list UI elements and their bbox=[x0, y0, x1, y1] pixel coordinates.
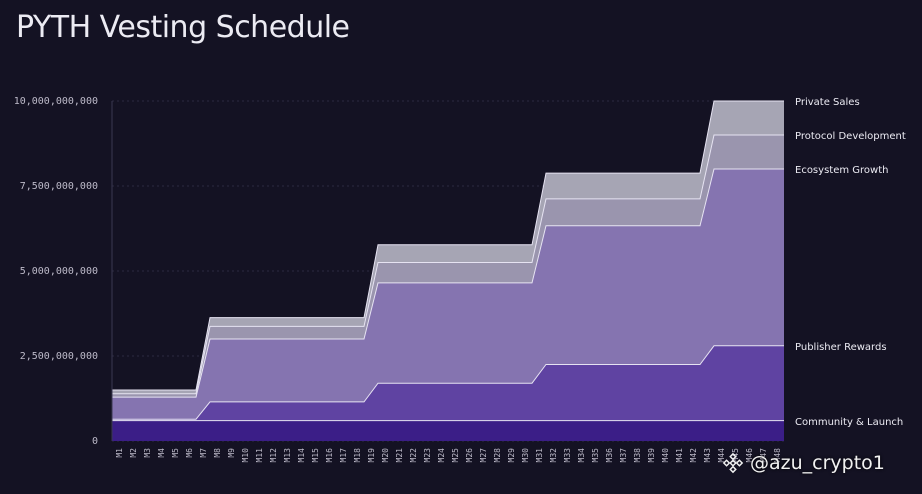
series-edge bbox=[112, 100, 784, 391]
x-tick-label: M7 bbox=[199, 448, 208, 458]
x-tick-label: M34 bbox=[577, 448, 586, 463]
y-tick-label: 7,500,000,000 bbox=[20, 181, 98, 192]
x-tick-label: M47 bbox=[759, 448, 768, 463]
x-tick-label: M17 bbox=[339, 448, 348, 463]
x-tick-label: M20 bbox=[381, 448, 390, 463]
x-tick-label: M26 bbox=[465, 448, 474, 463]
x-tick-label: M35 bbox=[591, 448, 600, 463]
x-tick-label: M24 bbox=[437, 448, 446, 463]
x-tick-label: M16 bbox=[325, 448, 334, 463]
x-tick-label: M45 bbox=[731, 448, 740, 463]
x-tick-label: M13 bbox=[283, 448, 292, 463]
y-axis: 0 2,500,000,000 5,000,000,000 7,500,000,000… bbox=[14, 96, 113, 447]
series-label: Community & Launch bbox=[795, 417, 903, 428]
x-tick-label: M48 bbox=[773, 448, 782, 463]
y-tick-label: 10,000,000,000 bbox=[14, 96, 98, 107]
watermark: @azu_crypto1 bbox=[722, 452, 885, 474]
y-tick-label: 5,000,000,000 bbox=[20, 266, 98, 277]
x-tick-label: M12 bbox=[269, 448, 278, 463]
x-tick-label: M27 bbox=[479, 448, 488, 463]
x-tick-label: M38 bbox=[633, 448, 642, 463]
x-tick-label: M1 bbox=[115, 448, 124, 458]
area-private-sales bbox=[112, 101, 784, 394]
x-tick-label: M6 bbox=[185, 448, 194, 458]
x-tick-label: M46 bbox=[745, 448, 754, 463]
y-tick-label: 0 bbox=[92, 436, 98, 447]
x-tick-label: M10 bbox=[241, 448, 250, 463]
x-tick-label: M43 bbox=[703, 448, 712, 463]
series-edge bbox=[112, 168, 784, 398]
x-tick-label: M3 bbox=[143, 448, 152, 458]
watermark-text: @azu_crypto1 bbox=[750, 452, 885, 474]
x-tick-label: M15 bbox=[311, 448, 320, 463]
x-tick-label: M30 bbox=[521, 448, 530, 463]
x-tick-label: M41 bbox=[675, 448, 684, 463]
x-tick-label: M5 bbox=[171, 448, 180, 458]
series-labels: Community & Launch Publisher Rewards Ecosy… bbox=[795, 97, 906, 428]
x-tick-label: M9 bbox=[227, 448, 236, 458]
x-tick-label: M25 bbox=[451, 448, 460, 463]
series-label: Private Sales bbox=[795, 97, 860, 108]
binance-logo-icon bbox=[722, 452, 744, 474]
x-tick-label: M22 bbox=[409, 448, 418, 463]
x-tick-label: M2 bbox=[129, 448, 138, 458]
x-tick-label: M28 bbox=[493, 448, 502, 463]
x-tick-label: M8 bbox=[213, 448, 222, 458]
series-label: Publisher Rewards bbox=[795, 342, 887, 353]
stacked-areas bbox=[112, 100, 784, 441]
x-tick-label: M33 bbox=[563, 448, 572, 463]
series-edge bbox=[112, 134, 784, 395]
x-tick-label: M40 bbox=[661, 448, 670, 463]
area-protocol-development bbox=[112, 135, 784, 398]
x-tick-label: M44 bbox=[717, 448, 726, 463]
area-community-launch bbox=[112, 420, 784, 441]
series-label: Ecosystem Growth bbox=[795, 165, 888, 176]
x-tick-label: M19 bbox=[367, 448, 376, 463]
x-tick-label: M37 bbox=[619, 448, 628, 463]
x-tick-label: M11 bbox=[255, 448, 264, 463]
x-tick-label: M23 bbox=[423, 448, 432, 463]
x-tick-label: M14 bbox=[297, 448, 306, 463]
x-tick-label: M32 bbox=[549, 448, 558, 463]
series-edge bbox=[112, 345, 784, 420]
chart-title: PYTH Vesting Schedule bbox=[16, 10, 350, 45]
x-tick-label: M21 bbox=[395, 448, 404, 463]
y-tick-label: 2,500,000,000 bbox=[20, 351, 98, 362]
series-label: Protocol Development bbox=[795, 131, 906, 142]
x-tick-label: M36 bbox=[605, 448, 614, 463]
x-tick-label: M31 bbox=[535, 448, 544, 463]
x-tick-label: M29 bbox=[507, 448, 516, 463]
area-ecosystem-growth bbox=[112, 169, 784, 420]
x-tick-label: M39 bbox=[647, 448, 656, 463]
x-tick-label: M18 bbox=[353, 448, 362, 463]
x-axis: M1 M2 M3 M4 M5 M6 M7 M8 M9 M10 M11 M12 M13 M14 M15 M16 M… bbox=[115, 448, 782, 463]
x-tick-label: M4 bbox=[157, 448, 166, 458]
x-tick-label: M42 bbox=[689, 448, 698, 463]
